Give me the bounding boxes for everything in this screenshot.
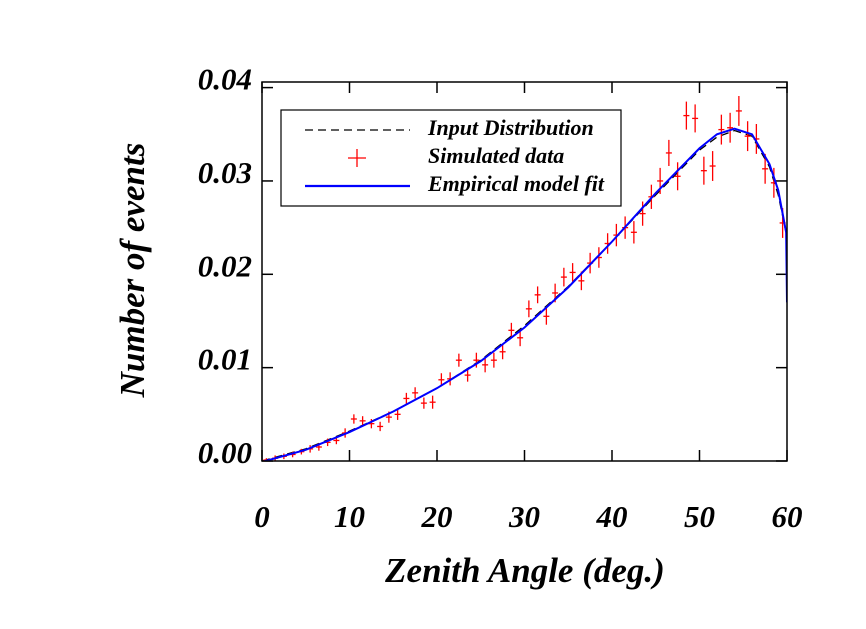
x-tick-label: 10 xyxy=(334,499,365,534)
x-tick-label: 30 xyxy=(508,499,540,534)
y-axis-label: Number of events xyxy=(113,143,152,399)
y-tick-label: 0.04 xyxy=(198,62,252,97)
x-tick-label: 0 xyxy=(254,499,270,534)
x-tick-label: 60 xyxy=(772,499,803,534)
x-tick-label: 50 xyxy=(684,499,715,534)
legend-label: Simulated data xyxy=(428,143,564,168)
x-tick-label: 20 xyxy=(421,499,453,534)
legend-label: Input Distribution xyxy=(427,115,594,140)
plot-frame xyxy=(261,81,788,462)
x-tick-label: 40 xyxy=(596,499,628,534)
y-tick-label: 0.02 xyxy=(198,248,252,283)
y-tick-label: 0.00 xyxy=(198,435,252,470)
y-tick-label: 0.03 xyxy=(198,155,252,190)
y-tick-label: 0.01 xyxy=(198,342,252,377)
x-axis-label: Zenith Angle (deg.) xyxy=(384,551,665,590)
legend-box xyxy=(280,109,622,207)
legend-label: Empirical model fit xyxy=(427,171,605,196)
series-line xyxy=(262,127,787,461)
